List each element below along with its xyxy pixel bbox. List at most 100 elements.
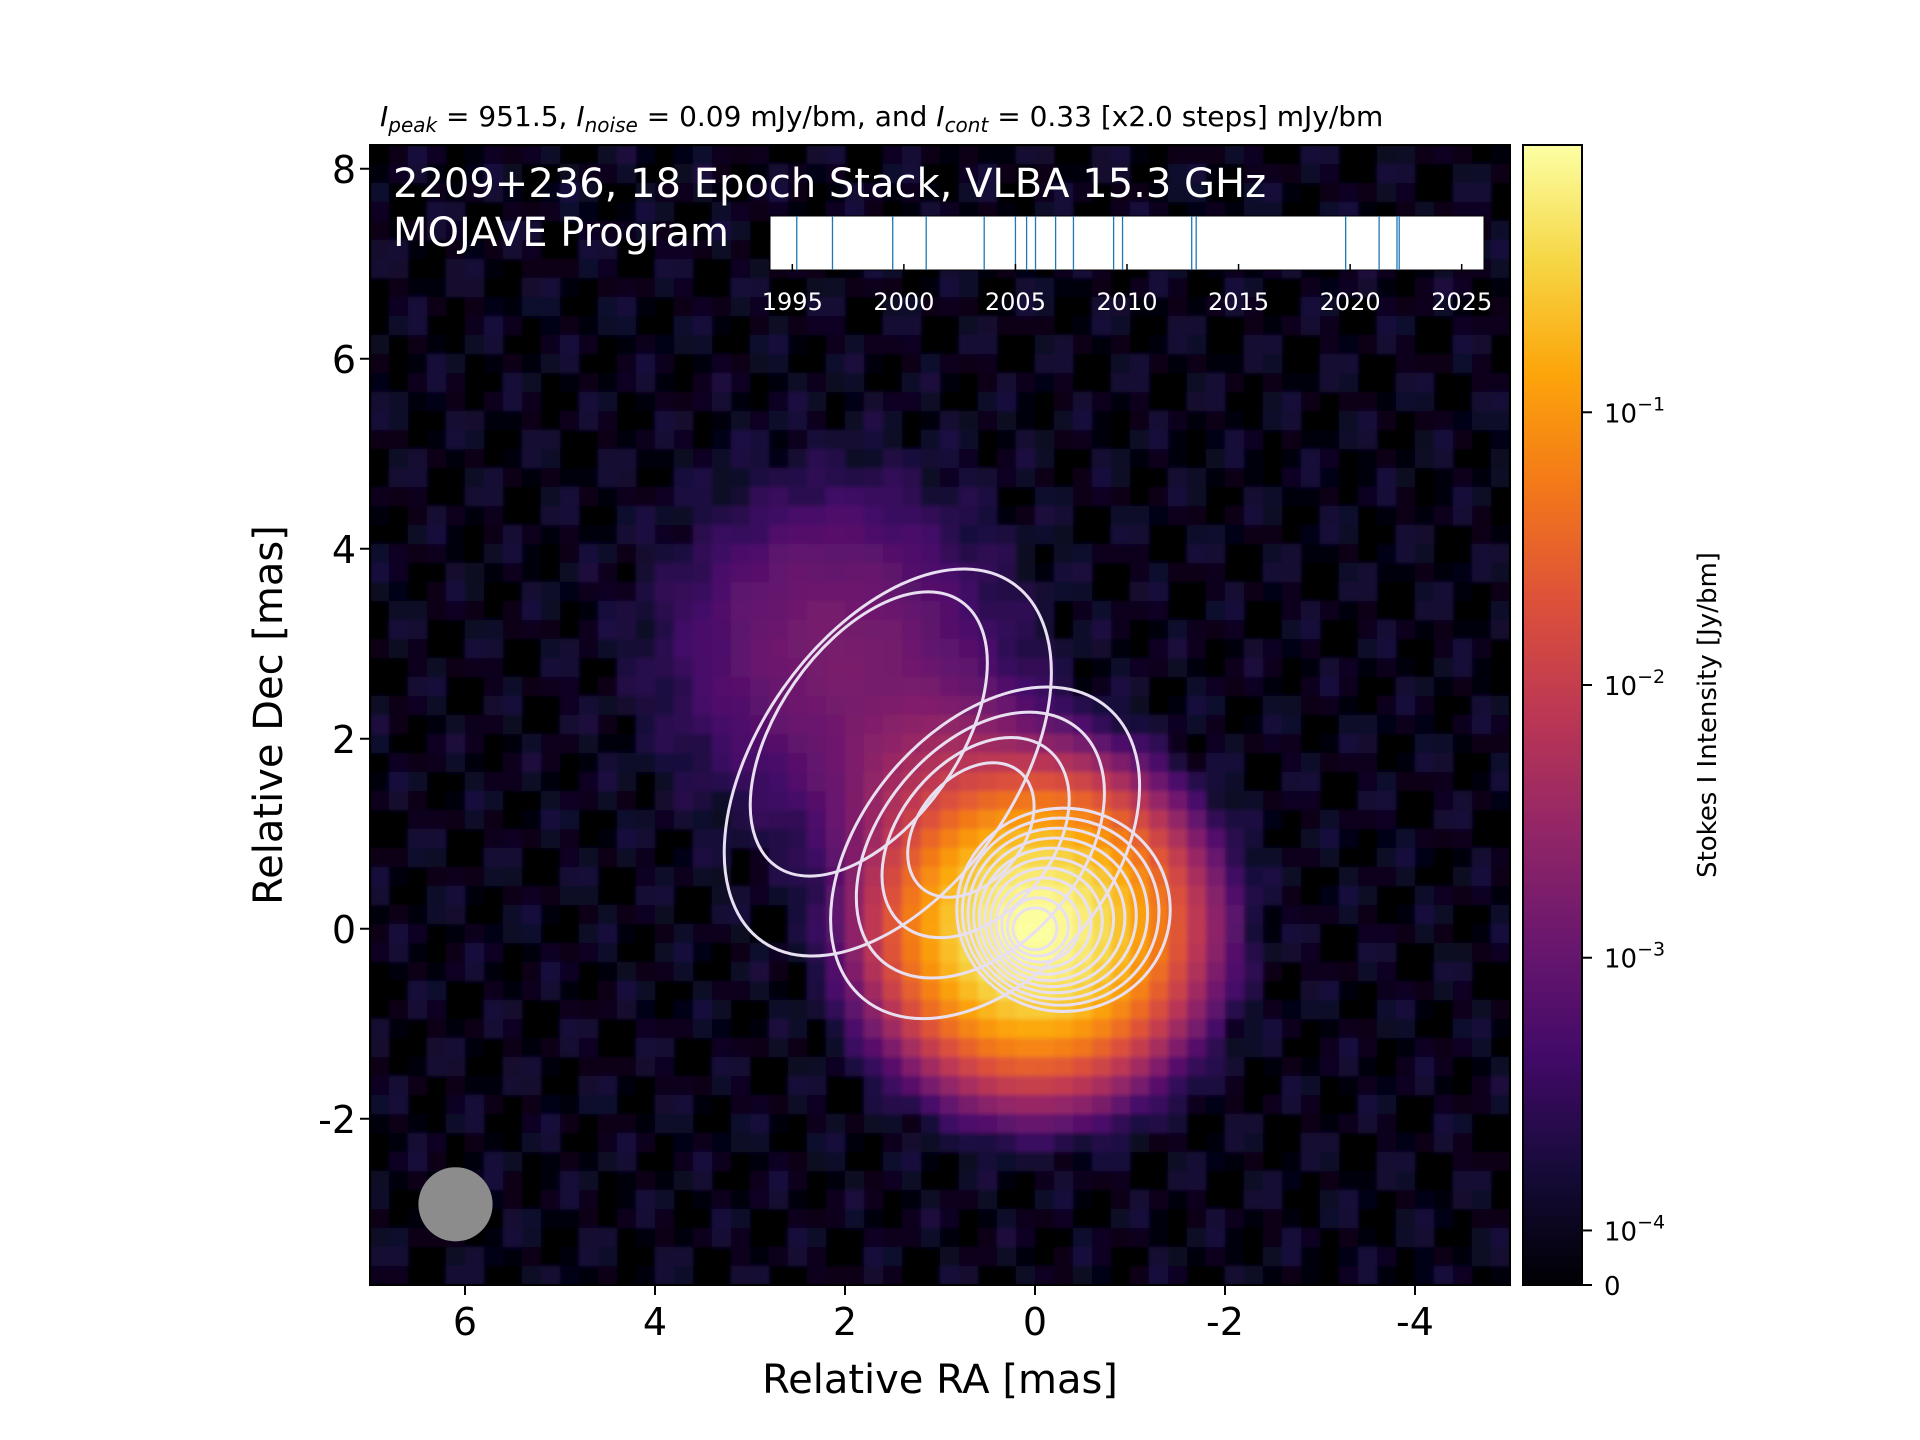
heatmap-cell: [1149, 563, 1169, 583]
heatmap-cell: [617, 943, 637, 963]
heatmap-cell: [598, 1152, 618, 1172]
heatmap-cell: [769, 544, 789, 564]
heatmap-cell: [731, 658, 751, 678]
heatmap-cell: [1453, 1019, 1473, 1039]
heatmap-cell: [788, 1000, 808, 1020]
heatmap-cell: [1168, 810, 1188, 830]
heatmap-cell: [1301, 905, 1321, 925]
heatmap-cell: [598, 202, 618, 222]
heatmap-cell: [1434, 905, 1454, 925]
heatmap-cell: [1016, 1076, 1036, 1096]
heatmap-cell: [997, 1019, 1017, 1039]
heatmap-cell: [1320, 278, 1340, 298]
heatmap-cell: [921, 810, 941, 830]
heatmap-cell: [446, 943, 466, 963]
heatmap-cell: [579, 810, 599, 830]
heatmap-cell: [750, 639, 770, 659]
heatmap-cell: [1263, 1019, 1283, 1039]
heatmap-cell: [1225, 1133, 1245, 1153]
heatmap-cell: [978, 1228, 998, 1248]
heatmap-cell: [731, 848, 751, 868]
heatmap-cell: [940, 449, 960, 469]
heatmap-cell: [598, 240, 618, 260]
heatmap-cell: [921, 981, 941, 1001]
heatmap-cell: [826, 829, 846, 849]
heatmap-cell: [446, 316, 466, 336]
heatmap-cell: [1092, 620, 1112, 640]
heatmap-cell: [921, 1038, 941, 1058]
heatmap-cell: [598, 943, 618, 963]
heatmap-cell: [1206, 943, 1226, 963]
heatmap-cell: [1187, 506, 1207, 526]
heatmap-cell: [1320, 829, 1340, 849]
heatmap-cell: [978, 316, 998, 336]
heatmap-cell: [940, 867, 960, 887]
heatmap-cell: [1491, 1133, 1510, 1153]
heatmap-cell: [1206, 848, 1226, 868]
heatmap-cell: [750, 1000, 770, 1020]
heatmap-cell: [1187, 715, 1207, 735]
heatmap-cell: [1130, 297, 1150, 317]
heatmap-cell: [1244, 392, 1264, 412]
heatmap-cell: [1244, 1019, 1264, 1039]
heatmap-cell: [1244, 297, 1264, 317]
heatmap-cell: [1320, 696, 1340, 716]
heatmap-cell: [1168, 506, 1188, 526]
heatmap-cell: [1187, 487, 1207, 507]
heatmap-cell: [1035, 1095, 1055, 1115]
heatmap-cell: [1035, 1266, 1055, 1285]
heatmap-cell: [560, 373, 580, 393]
heatmap-cell: [693, 411, 713, 431]
heatmap-cell: [712, 297, 732, 317]
x-axis: 6 4 2 0 -2 -4: [453, 1285, 1434, 1344]
heatmap-cell: [674, 1266, 694, 1285]
heatmap-cell: [408, 1076, 428, 1096]
heatmap-cell: [408, 202, 428, 222]
heatmap-cell: [1244, 411, 1264, 431]
heatmap-cell: [1035, 1038, 1055, 1058]
heatmap-cell: [446, 582, 466, 602]
heatmap-cell: [389, 297, 409, 317]
heatmap-cell: [541, 943, 561, 963]
heatmap-cell: [1225, 582, 1245, 602]
heatmap-cell: [541, 962, 561, 982]
heatmap-cell: [636, 145, 656, 165]
heatmap-cell: [1244, 639, 1264, 659]
heatmap-cell: [427, 373, 447, 393]
heatmap-cell: [788, 734, 808, 754]
heatmap-cell: [731, 829, 751, 849]
heatmap-cell: [1339, 1019, 1359, 1039]
heatmap-cell: [1434, 487, 1454, 507]
heatmap-cell: [1415, 506, 1435, 526]
heatmap-cell: [769, 1247, 789, 1267]
heatmap-cell: [1301, 411, 1321, 431]
heatmap-cell: [769, 525, 789, 545]
heatmap-cell: [1358, 297, 1378, 317]
heatmap-cell: [1282, 848, 1302, 868]
heatmap-cell: [541, 1019, 561, 1039]
heatmap-cell: [1301, 430, 1321, 450]
heatmap-cell: [1339, 1114, 1359, 1134]
heatmap-cell: [1415, 525, 1435, 545]
heatmap-cell: [503, 411, 523, 431]
heatmap-cell: [1434, 544, 1454, 564]
heatmap-cell: [655, 1247, 675, 1267]
heatmap-cell: [636, 449, 656, 469]
heatmap-cell: [1092, 525, 1112, 545]
heatmap-cell: [598, 753, 618, 773]
heatmap-cell: [1415, 1247, 1435, 1267]
heatmap-cell: [769, 506, 789, 526]
heatmap-cell: [389, 164, 409, 184]
heatmap-cell: [370, 943, 390, 963]
heatmap-cell: [503, 905, 523, 925]
heatmap-cell: [541, 164, 561, 184]
heatmap-cell: [408, 905, 428, 925]
heatmap-cell: [1377, 829, 1397, 849]
heatmap-cell: [1016, 1133, 1036, 1153]
heatmap-cell: [1244, 430, 1264, 450]
heatmap-cell: [1054, 544, 1074, 564]
heatmap-cell: [959, 1019, 979, 1039]
x-tick-label: -4: [1396, 1300, 1434, 1344]
heatmap-cell: [959, 1247, 979, 1267]
heatmap-cell: [370, 392, 390, 412]
